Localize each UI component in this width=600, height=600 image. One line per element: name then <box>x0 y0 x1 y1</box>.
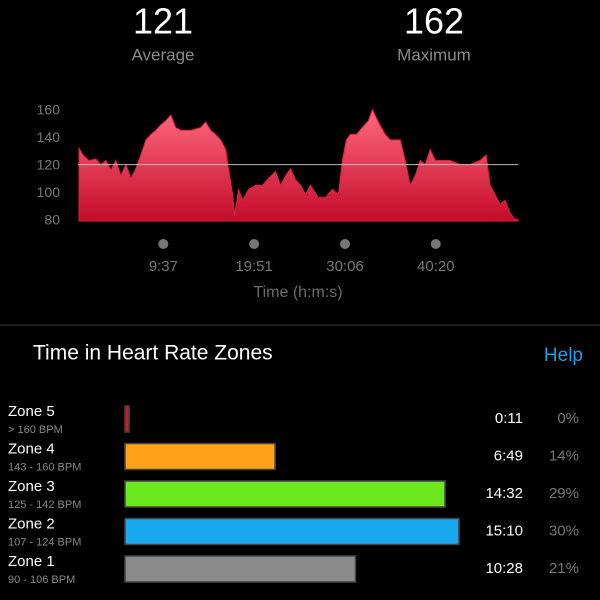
zone-bar <box>124 405 130 433</box>
zone-percent: 30% <box>549 522 579 539</box>
zone-range: 125 - 142 BPM <box>8 499 81 511</box>
x-tick-mark <box>430 239 441 249</box>
zone-time: 14:32 <box>485 485 523 502</box>
x-tick-mark <box>249 239 260 249</box>
x-tick-label: 19:51 <box>235 258 273 275</box>
help-link[interactable]: Help <box>544 345 583 366</box>
zone-range: 107 - 124 BPM <box>8 536 81 548</box>
stat-value: 121 <box>133 1 193 42</box>
y-tick-label: 80 <box>44 212 60 228</box>
x-tick-label: 30:06 <box>326 258 364 275</box>
zone-name: Zone 5 <box>8 403 55 420</box>
zone-bar <box>124 555 357 583</box>
zone-name: Zone 3 <box>8 478 55 495</box>
x-tick-mark <box>158 239 169 249</box>
zone-bar <box>124 442 276 471</box>
zone-name: Zone 2 <box>8 515 55 532</box>
zone-percent: 0% <box>557 410 579 427</box>
zone-time: 15:10 <box>485 522 523 539</box>
x-tick-label: 40:20 <box>417 258 455 275</box>
y-tick-label: 100 <box>37 184 61 200</box>
zone-time: 6:49 <box>494 447 523 464</box>
stat-value: 162 <box>404 1 464 42</box>
y-tick-label: 120 <box>37 157 61 173</box>
zone-percent: 14% <box>549 447 579 464</box>
zone-range: > 160 BPM <box>8 424 63 436</box>
heart-rate-area <box>78 108 519 222</box>
y-tick-label: 160 <box>37 102 61 118</box>
zone-bar <box>124 517 460 546</box>
y-tick-label: 140 <box>37 129 61 145</box>
zone-time: 0:11 <box>495 410 523 427</box>
section-title: Time in Heart Rate Zones <box>33 342 273 365</box>
zone-range: 143 - 160 BPM <box>8 461 81 473</box>
x-tick-label: 9:37 <box>149 258 178 275</box>
x-axis-label: Time (h:m:s) <box>253 284 342 301</box>
zone-name: Zone 1 <box>8 553 55 570</box>
stat-label: Maximum <box>397 45 471 64</box>
x-tick-mark <box>340 239 351 249</box>
zone-bar <box>124 480 446 508</box>
zone-percent: 29% <box>549 485 579 502</box>
zone-time: 10:28 <box>485 560 523 577</box>
zone-name: Zone 4 <box>8 440 55 457</box>
zone-percent: 21% <box>549 560 579 577</box>
zone-range: 90 - 106 BPM <box>8 574 75 586</box>
stat-label: Average <box>131 45 194 64</box>
